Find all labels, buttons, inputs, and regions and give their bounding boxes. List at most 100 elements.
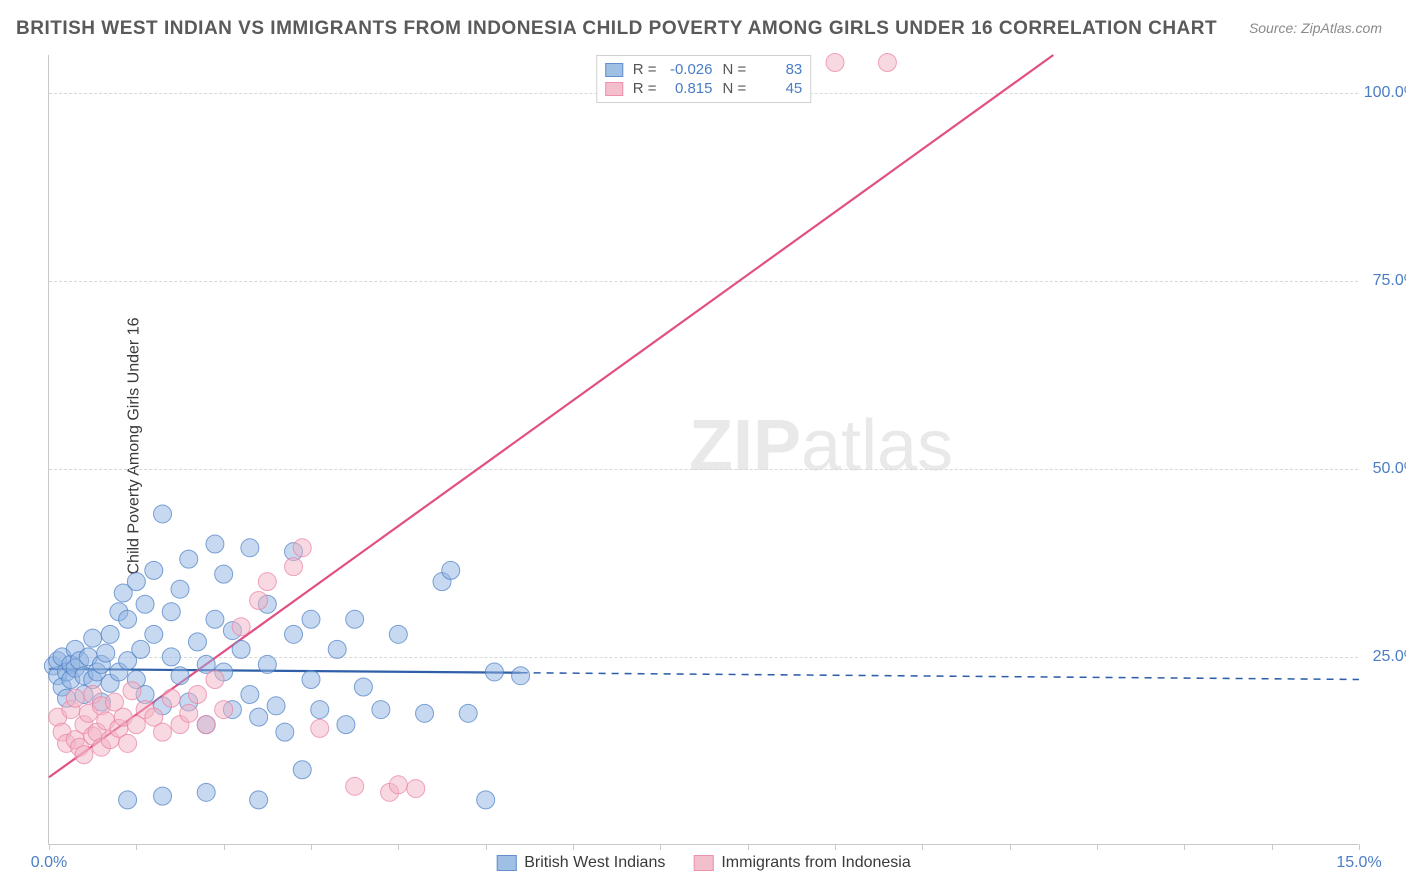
data-point xyxy=(232,640,250,658)
data-point xyxy=(162,689,180,707)
data-point xyxy=(171,580,189,598)
swatch-series1 xyxy=(605,63,623,77)
data-point xyxy=(302,670,320,688)
data-point xyxy=(293,761,311,779)
n-value-series2: 45 xyxy=(752,80,802,97)
xtick xyxy=(748,844,749,850)
data-point xyxy=(232,618,250,636)
data-point xyxy=(285,625,303,643)
data-point xyxy=(180,704,198,722)
data-point xyxy=(101,625,119,643)
legend-item-series2: Immigrants from Indonesia xyxy=(693,854,910,872)
data-point xyxy=(162,603,180,621)
data-point xyxy=(119,734,137,752)
data-point xyxy=(285,558,303,576)
legend-swatch-series1 xyxy=(496,855,516,871)
data-point xyxy=(241,539,259,557)
legend-swatch-series2 xyxy=(693,855,713,871)
ytick-label: 75.0% xyxy=(1373,272,1406,290)
data-point xyxy=(442,561,460,579)
r-value-series2: 0.815 xyxy=(663,80,713,97)
chart-title: BRITISH WEST INDIAN VS IMMIGRANTS FROM I… xyxy=(16,18,1217,40)
r-label-2: R = xyxy=(633,80,657,97)
data-point xyxy=(302,610,320,628)
data-point xyxy=(512,667,530,685)
stats-legend: R = -0.026 N = 83 R = 0.815 N = 45 xyxy=(596,55,812,103)
legend-item-series1: British West Indians xyxy=(496,854,665,872)
data-point xyxy=(75,746,93,764)
data-point xyxy=(180,550,198,568)
xtick xyxy=(49,844,50,850)
data-point xyxy=(258,655,276,673)
xtick xyxy=(486,844,487,850)
data-point xyxy=(97,644,115,662)
data-point xyxy=(119,610,137,628)
legend-label-series1: British West Indians xyxy=(524,854,665,872)
data-point xyxy=(171,667,189,685)
data-point xyxy=(197,783,215,801)
data-point xyxy=(354,678,372,696)
data-point xyxy=(826,54,844,72)
data-point xyxy=(346,777,364,795)
data-point xyxy=(119,791,137,809)
data-point xyxy=(154,723,172,741)
data-point xyxy=(188,633,206,651)
data-point xyxy=(328,640,346,658)
r-value-series1: -0.026 xyxy=(663,61,713,78)
data-point xyxy=(84,629,102,647)
xtick xyxy=(1359,844,1360,850)
data-point xyxy=(459,704,477,722)
xtick-label: 15.0% xyxy=(1336,854,1381,872)
data-point xyxy=(407,780,425,798)
xtick xyxy=(1272,844,1273,850)
swatch-series2 xyxy=(605,82,623,96)
xtick xyxy=(1097,844,1098,850)
chart-svg xyxy=(49,55,1358,844)
xtick xyxy=(136,844,137,850)
xtick xyxy=(1010,844,1011,850)
data-point xyxy=(241,686,259,704)
data-point xyxy=(293,539,311,557)
data-point xyxy=(389,625,407,643)
data-point xyxy=(276,723,294,741)
xtick xyxy=(573,844,574,850)
data-point xyxy=(215,565,233,583)
ytick-label: 100.0% xyxy=(1364,84,1406,102)
data-point xyxy=(346,610,364,628)
data-point xyxy=(188,686,206,704)
data-point xyxy=(206,670,224,688)
data-point xyxy=(258,573,276,591)
data-point xyxy=(127,573,145,591)
xtick-label: 0.0% xyxy=(31,854,67,872)
data-point xyxy=(215,701,233,719)
data-point xyxy=(485,663,503,681)
stats-row-series2: R = 0.815 N = 45 xyxy=(605,79,803,98)
data-point xyxy=(66,689,84,707)
data-point xyxy=(206,610,224,628)
data-point xyxy=(145,625,163,643)
ytick-label: 25.0% xyxy=(1373,648,1406,666)
data-point xyxy=(878,54,896,72)
data-point xyxy=(267,697,285,715)
data-point xyxy=(337,716,355,734)
data-point xyxy=(197,716,215,734)
data-point xyxy=(123,682,141,700)
data-point xyxy=(311,701,329,719)
xtick xyxy=(311,844,312,850)
bottom-legend: British West Indians Immigrants from Ind… xyxy=(496,854,911,872)
data-point xyxy=(145,561,163,579)
xtick xyxy=(835,844,836,850)
xtick xyxy=(224,844,225,850)
data-point xyxy=(154,505,172,523)
plot-area: ZIPatlas 25.0%50.0%75.0%100.0% 0.0%15.0%… xyxy=(48,55,1358,845)
xtick xyxy=(922,844,923,850)
legend-label-series2: Immigrants from Indonesia xyxy=(721,854,910,872)
data-point xyxy=(250,591,268,609)
data-point xyxy=(416,704,434,722)
xtick xyxy=(398,844,399,850)
ytick-label: 50.0% xyxy=(1373,460,1406,478)
data-point xyxy=(162,648,180,666)
data-point xyxy=(250,708,268,726)
stats-row-series1: R = -0.026 N = 83 xyxy=(605,60,803,79)
data-point xyxy=(311,719,329,737)
